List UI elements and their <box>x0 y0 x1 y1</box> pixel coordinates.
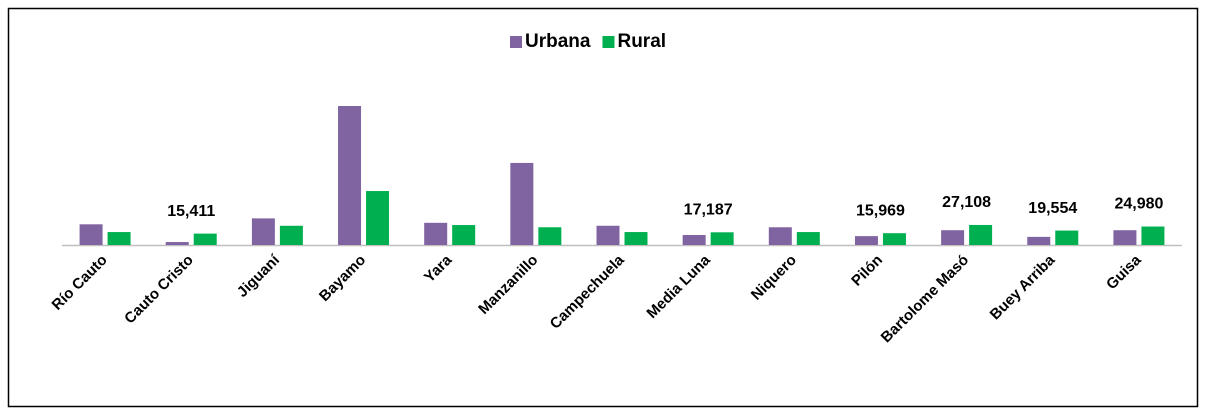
bar <box>1055 230 1079 245</box>
bar <box>682 235 706 245</box>
bar <box>510 162 534 245</box>
data-label: 19,554 <box>1028 200 1077 217</box>
data-label: 17,187 <box>684 202 733 219</box>
bar <box>1141 226 1165 245</box>
bar <box>366 191 390 245</box>
data-label: 15,411 <box>167 203 215 220</box>
bar <box>1113 230 1137 245</box>
bar <box>279 225 303 245</box>
bar <box>854 236 878 245</box>
bar <box>538 227 562 245</box>
bar <box>193 233 217 245</box>
bar <box>452 225 476 245</box>
chart-border <box>7 7 1199 408</box>
bar <box>796 232 820 245</box>
bar <box>251 218 275 245</box>
bar <box>165 242 189 245</box>
bar <box>107 232 131 245</box>
bar <box>338 106 362 245</box>
legend-swatch <box>510 36 522 48</box>
legend-label: Urbana <box>525 31 591 52</box>
data-label: 27,108 <box>942 194 991 211</box>
bar <box>424 222 448 245</box>
legend-swatch <box>602 36 615 48</box>
bar <box>710 232 734 245</box>
bar <box>79 224 103 245</box>
bar <box>941 230 965 245</box>
bar <box>624 232 648 245</box>
data-label: 15,969 <box>856 202 905 219</box>
legend-label: Rural <box>617 31 666 52</box>
data-label: 24,980 <box>1114 196 1163 213</box>
bar <box>768 227 792 245</box>
bar <box>1027 236 1051 245</box>
bar <box>596 225 620 245</box>
bar <box>882 233 906 245</box>
bar <box>969 224 993 245</box>
